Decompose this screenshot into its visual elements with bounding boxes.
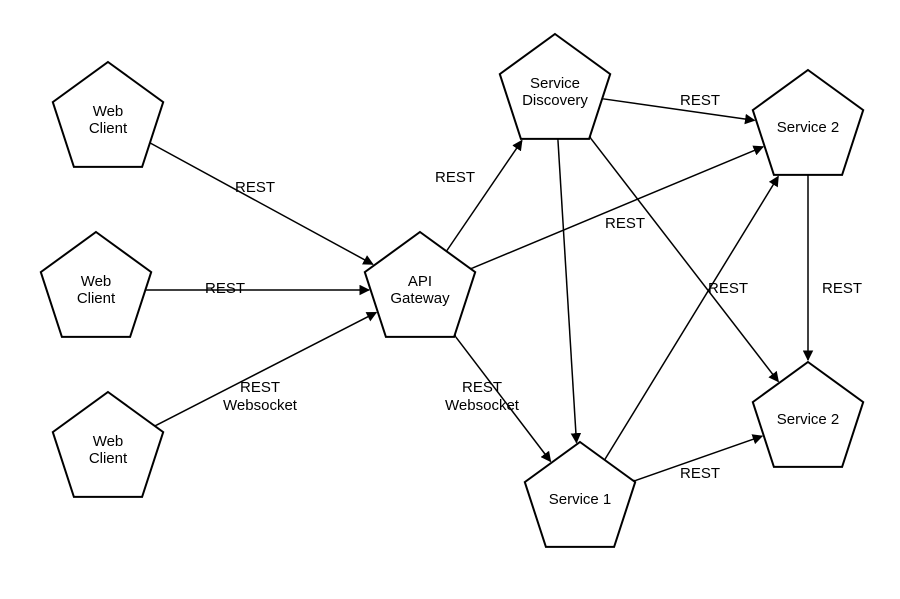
node-s2b: Service 2 — [753, 362, 863, 467]
node-wc2: WebClient — [41, 232, 151, 337]
edge-label-api-s2a: REST — [605, 215, 645, 232]
edge-label-s1-s2a: REST — [708, 280, 748, 297]
edge-label-sd-s2a: REST — [680, 92, 720, 109]
node-label-s2b: Service 2 — [777, 411, 840, 428]
node-s2a: Service 2 — [753, 70, 863, 175]
edge-label-api-sd: REST — [435, 169, 475, 186]
edge-api-s2a — [472, 147, 763, 268]
node-sd: ServiceDiscovery — [500, 34, 610, 139]
node-label-s2a: Service 2 — [777, 119, 840, 136]
node-label-sd: ServiceDiscovery — [522, 75, 588, 109]
node-label-s1: Service 1 — [549, 491, 612, 508]
edge-label-wc3-api: RESTWebsocket — [223, 379, 298, 414]
node-wc1: WebClient — [53, 62, 163, 167]
edge-sd-s1 — [558, 141, 577, 443]
edge-sd-s2b — [591, 139, 778, 382]
node-wc3: WebClient — [53, 392, 163, 497]
edge-label-wc2-api: REST — [205, 280, 245, 297]
edge-wc1-api — [151, 144, 372, 265]
node-api: APIGateway — [365, 232, 475, 337]
edge-label-wc1-api: REST — [235, 179, 275, 196]
node-label-wc1: WebClient — [89, 103, 128, 137]
node-label-wc3: WebClient — [89, 433, 128, 467]
edge-api-sd — [447, 141, 522, 250]
architecture-diagram: WebClient WebClient WebClient APIGateway Ser… — [0, 0, 900, 599]
node-s1: Service 1 — [525, 442, 635, 547]
edge-label-s2a-s2b: REST — [822, 280, 862, 297]
node-label-wc2: WebClient — [77, 273, 116, 307]
edge-label-api-s1: RESTWebsocket — [445, 379, 520, 414]
edge-label-s1-s2b: REST — [680, 465, 720, 482]
